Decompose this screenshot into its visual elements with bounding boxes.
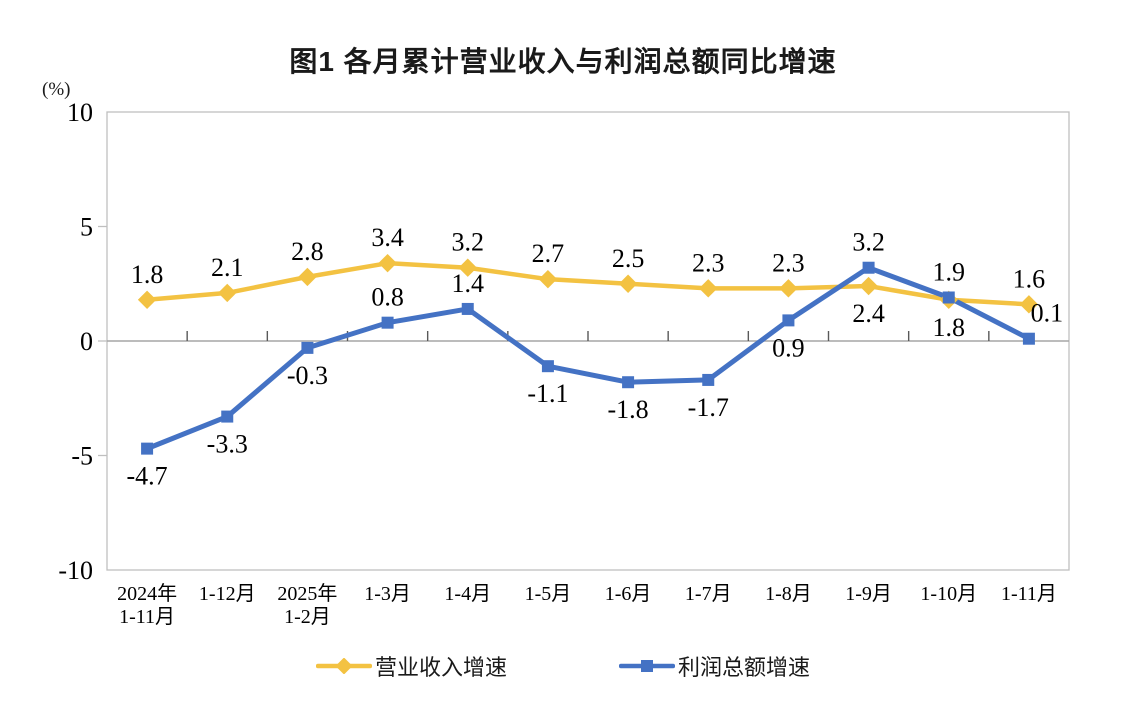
profit-data-label: -1.7 — [688, 393, 729, 422]
x-category-label: 1-9月 — [845, 583, 892, 605]
profit-marker — [461, 302, 474, 315]
profit-data-label: 1.9 — [933, 257, 966, 286]
y-tick-label: 10 — [67, 98, 93, 127]
revenue-data-label: 2.7 — [532, 239, 565, 268]
revenue-data-label: 2.4 — [852, 299, 885, 328]
chart-title: 图1 各月累计营业收入与利润总额同比增速 — [289, 46, 837, 77]
legend-label-profit: 利润总额增速 — [678, 655, 811, 680]
revenue-marker — [859, 276, 878, 296]
y-tick-label: -10 — [58, 556, 93, 585]
profit-data-label: -3.3 — [207, 430, 248, 459]
profit-data-label: 0.1 — [1031, 299, 1064, 328]
x-category-label: 1-11月 — [1001, 583, 1057, 605]
x-category-label: 2024年 1-11月 — [117, 582, 177, 628]
profit-marker — [622, 376, 635, 389]
x-category-label: 2025年 1-2月 — [277, 582, 337, 628]
y-tick-label: -5 — [71, 442, 93, 471]
revenue-data-label: 3.2 — [452, 228, 485, 257]
profit-legend-swatch — [619, 660, 675, 672]
profit-marker — [221, 410, 234, 423]
profit-marker — [782, 314, 795, 327]
y-tick-label: 0 — [80, 327, 93, 356]
revenue-marker — [1019, 295, 1039, 314]
x-category-label: 1-12月 — [199, 583, 256, 605]
x-category-label: 1-10月 — [920, 583, 977, 605]
profit-data-label: -1.8 — [607, 395, 648, 424]
revenue-marker — [137, 290, 157, 309]
legend-item-profit: 利润总额增速 — [619, 650, 810, 682]
legend-label-revenue: 营业收入增速 — [374, 655, 507, 680]
legend: 营业收入增速 利润总额增速 — [0, 650, 1126, 682]
revenue-series-line — [144, 260, 1032, 307]
profit-data-label: 0.8 — [371, 283, 404, 312]
legend-item-revenue: 营业收入增速 — [315, 650, 507, 682]
revenue-marker — [618, 274, 638, 293]
revenue-marker — [378, 253, 397, 273]
profit-marker — [141, 442, 154, 455]
profit-marker — [541, 360, 554, 373]
profit-marker — [702, 373, 715, 386]
profit-series-line — [144, 265, 1032, 452]
revenue-data-label: 3.4 — [371, 223, 404, 252]
x-category-label: 1-4月 — [444, 583, 491, 605]
x-category-label: 1-8月 — [765, 583, 812, 605]
y-axis-unit-label: (%) — [42, 79, 71, 100]
profit-data-label: 1.4 — [452, 269, 485, 298]
revenue-data-label: 2.3 — [772, 248, 805, 277]
revenue-marker — [218, 283, 237, 303]
x-category-label: 1-6月 — [605, 583, 652, 605]
profit-data-label: -0.3 — [287, 361, 328, 390]
profit-data-label: -4.7 — [126, 462, 167, 491]
profit-marker — [1022, 332, 1035, 345]
revenue-marker — [538, 269, 558, 289]
profit-marker — [942, 291, 955, 304]
x-category-label: 1-3月 — [364, 583, 411, 605]
y-tick-label: 5 — [80, 213, 93, 242]
revenue-data-label: 1.8 — [131, 260, 164, 289]
profit-marker — [862, 261, 875, 274]
revenue-data-label: 2.3 — [692, 248, 725, 277]
revenue-data-label: 2.5 — [612, 244, 645, 273]
profit-marker — [301, 341, 314, 354]
revenue-data-label: 1.8 — [933, 313, 966, 342]
revenue-marker — [458, 258, 477, 277]
profit-data-label: 0.9 — [772, 333, 805, 362]
revenue-marker — [779, 279, 798, 298]
profit-data-label: 3.2 — [852, 228, 885, 257]
revenue-marker — [298, 267, 317, 287]
revenue-data-label: 1.6 — [1013, 264, 1046, 293]
revenue-data-label: 2.1 — [211, 253, 244, 282]
revenue-marker — [699, 279, 718, 298]
profit-data-label: -1.1 — [527, 379, 568, 408]
revenue-data-label: 2.8 — [291, 237, 324, 266]
revenue-legend-swatch — [315, 658, 372, 674]
x-category-label: 1-7月 — [685, 583, 732, 605]
profit-marker — [381, 316, 394, 329]
x-category-label: 1-5月 — [525, 583, 572, 605]
